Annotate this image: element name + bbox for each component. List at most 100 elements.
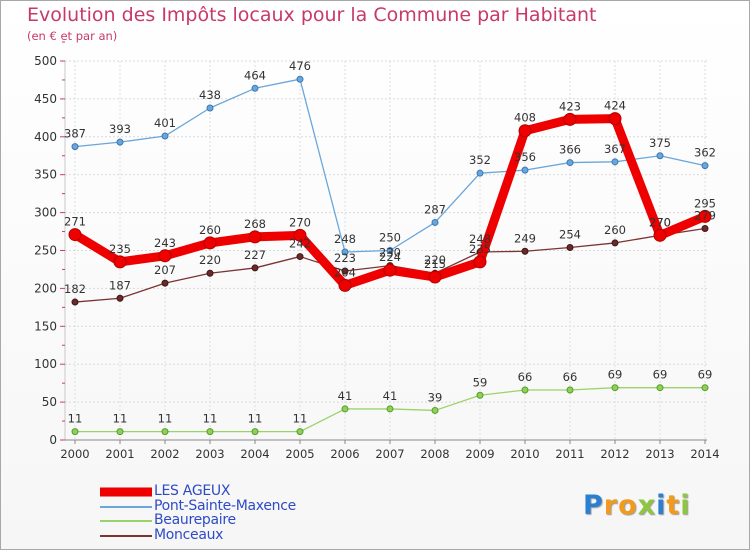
y-tick-label: 150 [34, 319, 57, 333]
x-tick-label: 2009 [465, 447, 494, 461]
data-label-monceaux: 242 [289, 237, 311, 251]
data-point-monceaux [566, 243, 574, 251]
data-point-les-ageux [68, 228, 82, 242]
data-label-beaurepaire: 69 [653, 368, 668, 382]
data-label-beaurepaire: 69 [608, 368, 623, 382]
data-label-les-ageux: 235 [469, 242, 491, 256]
data-point-les-ageux [203, 236, 217, 250]
y-tick-label: 500 [34, 54, 57, 68]
data-label-pont-sainte-maxence: 438 [199, 88, 221, 102]
x-tick-label: 2003 [195, 447, 224, 461]
y-tick-label: 400 [34, 130, 57, 144]
y-tick-label: 450 [34, 92, 57, 106]
data-label-beaurepaire: 66 [518, 370, 533, 384]
data-point-pont-sainte-maxence [71, 143, 79, 151]
data-label-beaurepaire: 11 [293, 412, 308, 426]
y-tick-label: 100 [34, 357, 57, 371]
data-label-les-ageux: 423 [559, 99, 581, 113]
data-point-les-ageux [653, 228, 667, 242]
data-label-les-ageux: 235 [109, 242, 131, 256]
data-point-les-ageux [428, 270, 442, 284]
legend-label-pont-sainte-maxence: Pont-Sainte-Maxence [154, 497, 296, 514]
data-label-monceaux: 207 [154, 263, 176, 277]
data-point-pont-sainte-maxence [161, 132, 169, 140]
data-point-beaurepaire [386, 405, 394, 413]
x-tick-label: 2004 [240, 447, 269, 461]
x-tick-label: 2010 [510, 447, 539, 461]
data-point-pont-sainte-maxence [611, 158, 619, 166]
data-label-pont-sainte-maxence: 401 [154, 116, 176, 130]
data-label-les-ageux: 215 [424, 257, 446, 271]
data-point-monceaux [251, 264, 259, 272]
data-label-les-ageux: 268 [244, 217, 266, 231]
y-tick-label: 300 [34, 206, 57, 220]
data-point-les-ageux [473, 255, 487, 269]
data-label-beaurepaire: 59 [473, 375, 488, 389]
data-label-pont-sainte-maxence: 287 [424, 202, 446, 216]
data-point-les-ageux [338, 278, 352, 292]
logo-letter: i [656, 490, 667, 521]
data-point-pont-sainte-maxence [116, 138, 124, 146]
data-label-les-ageux: 243 [154, 236, 176, 250]
data-point-les-ageux [293, 228, 307, 242]
data-point-beaurepaire [161, 428, 169, 436]
data-label-pont-sainte-maxence: 476 [289, 59, 311, 73]
y-tick-label: 0 [49, 433, 57, 447]
data-label-beaurepaire: 41 [338, 389, 353, 403]
data-point-monceaux [71, 298, 79, 306]
data-point-beaurepaire [701, 384, 709, 392]
data-label-beaurepaire: 11 [68, 412, 83, 426]
data-label-monceaux: 254 [559, 227, 581, 241]
legend-swatch-monceaux [100, 534, 152, 537]
data-label-les-ageux: 224 [379, 250, 401, 264]
data-point-pont-sainte-maxence [656, 152, 664, 160]
data-point-beaurepaire [431, 406, 439, 414]
x-tick-label: 2008 [420, 447, 449, 461]
x-tick-label: 2001 [105, 447, 134, 461]
data-label-monceaux: 227 [244, 248, 266, 262]
data-point-monceaux [116, 294, 124, 302]
x-tick-label: 2006 [330, 447, 359, 461]
data-point-monceaux [296, 253, 304, 261]
data-point-monceaux [161, 279, 169, 287]
data-point-les-ageux [383, 263, 397, 277]
data-point-pont-sainte-maxence [431, 218, 439, 226]
data-label-les-ageux: 408 [514, 111, 536, 125]
data-label-monceaux: 260 [604, 223, 626, 237]
data-point-beaurepaire [566, 386, 574, 394]
legend-swatch-beaurepaire [100, 520, 152, 523]
y-tick-label: 350 [34, 168, 57, 182]
y-tick-label: 250 [34, 244, 57, 258]
data-point-beaurepaire [476, 391, 484, 399]
data-label-pont-sainte-maxence: 250 [379, 231, 401, 245]
data-point-beaurepaire [611, 384, 619, 392]
data-point-les-ageux [158, 249, 172, 263]
data-point-monceaux [701, 225, 709, 233]
data-point-les-ageux [248, 230, 262, 244]
x-tick-label: 2007 [375, 447, 404, 461]
data-label-pont-sainte-maxence: 248 [334, 232, 356, 246]
data-label-monceaux: 270 [649, 215, 671, 229]
logo-letter: x [637, 490, 657, 521]
logo-letter: r [603, 490, 619, 521]
data-label-pont-sainte-maxence: 387 [64, 127, 86, 141]
x-tick-label: 2012 [600, 447, 629, 461]
y-tick-label: 50 [42, 395, 57, 409]
data-point-monceaux [206, 269, 214, 277]
data-point-pont-sainte-maxence [386, 247, 394, 254]
data-label-les-ageux: 260 [199, 223, 221, 237]
data-label-monceaux: 223 [334, 251, 356, 265]
data-label-beaurepaire: 41 [383, 389, 398, 403]
data-point-les-ageux [698, 209, 712, 223]
data-label-les-ageux: 270 [649, 215, 671, 229]
logo-letter: i [680, 490, 691, 521]
data-point-beaurepaire [341, 405, 349, 413]
data-label-beaurepaire: 39 [428, 390, 443, 404]
data-label-pont-sainte-maxence: 375 [649, 136, 671, 150]
data-point-pont-sainte-maxence [701, 162, 709, 170]
data-label-les-ageux: 270 [289, 215, 311, 229]
data-label-monceaux: 249 [514, 231, 536, 245]
data-label-les-ageux: 204 [334, 265, 356, 279]
data-label-pont-sainte-maxence: 356 [514, 150, 536, 164]
